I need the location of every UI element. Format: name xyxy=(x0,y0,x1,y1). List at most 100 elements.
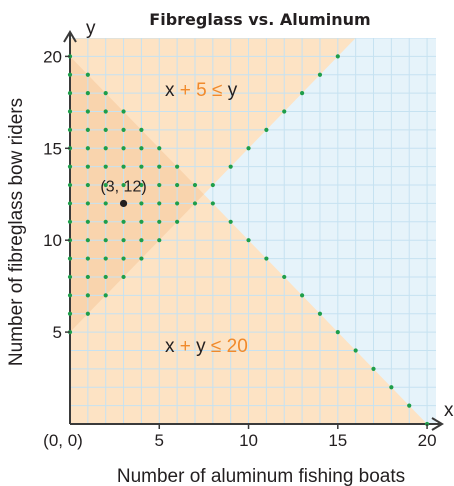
solution-point xyxy=(317,311,323,316)
highlighted-point-label: (3, 12) xyxy=(100,178,146,195)
solution-point xyxy=(317,72,323,77)
solution-point xyxy=(210,201,215,206)
solution-point xyxy=(85,109,90,114)
x-axis-label: Number of aluminum fishing boats xyxy=(117,466,405,486)
solution-point xyxy=(121,164,126,169)
solution-point xyxy=(103,238,108,243)
solution-point xyxy=(228,164,233,169)
x-tick-label: 15 xyxy=(328,431,347,450)
solution-point xyxy=(67,219,73,224)
y-axis-label: Number of fibreglass bow riders xyxy=(6,98,27,366)
inequality-label-sum: x + y ≤ 20 xyxy=(165,336,248,357)
solution-point xyxy=(67,274,73,280)
solution-point xyxy=(139,238,144,243)
solution-point xyxy=(67,91,73,96)
solution-point xyxy=(157,219,162,224)
solution-point xyxy=(407,403,412,408)
solution-point xyxy=(85,182,90,188)
solution-point xyxy=(264,127,269,133)
solution-point xyxy=(103,109,108,114)
solution-point xyxy=(139,164,144,169)
solution-point xyxy=(157,146,162,151)
solution-point xyxy=(157,238,162,243)
solution-point xyxy=(85,256,90,261)
solution-point xyxy=(103,146,108,151)
solution-point xyxy=(157,164,162,169)
solution-point xyxy=(103,182,108,188)
solution-point xyxy=(139,182,144,188)
solution-point xyxy=(175,182,180,188)
y-tick-label: 10 xyxy=(43,231,62,250)
solution-point xyxy=(85,91,90,96)
solution-point xyxy=(192,201,198,206)
solution-point xyxy=(67,109,73,114)
inequality-labels: x y (3, 12) x + 5 ≤ y x + y ≤ 20 xyxy=(86,18,454,421)
solution-point xyxy=(246,146,251,151)
solution-point xyxy=(67,256,73,261)
solution-point xyxy=(121,127,126,133)
solution-point xyxy=(121,238,126,243)
solution-point xyxy=(103,201,108,206)
x-axis-arrow xyxy=(431,417,444,431)
solution-point xyxy=(103,219,108,224)
solution-point xyxy=(67,127,73,133)
solution-point xyxy=(299,293,305,298)
solution-point xyxy=(121,146,126,151)
solution-point xyxy=(157,182,162,188)
solution-point xyxy=(85,219,90,224)
solution-point xyxy=(139,146,144,151)
solution-point xyxy=(85,311,90,316)
y-axis-letter: y xyxy=(86,18,96,39)
solution-point xyxy=(246,238,251,243)
solution-point xyxy=(157,201,162,206)
solution-point xyxy=(282,109,287,114)
solution-point xyxy=(335,329,340,335)
inequality-label-diff: x + 5 ≤ y xyxy=(165,80,238,101)
x-tick-label: 5 xyxy=(155,431,164,450)
solution-point xyxy=(139,219,144,224)
solution-point xyxy=(282,274,287,280)
y-tick-label: 15 xyxy=(43,139,62,158)
x-tick-label: 20 xyxy=(418,431,437,450)
solution-point xyxy=(103,91,108,96)
solution-point xyxy=(85,238,90,243)
chart-title: Fibreglass vs. Aluminum xyxy=(149,10,370,29)
solution-point xyxy=(175,219,180,224)
solution-point xyxy=(85,164,90,169)
solution-point xyxy=(85,293,90,298)
solution-point xyxy=(103,127,108,133)
solution-point xyxy=(103,164,108,169)
x-tick-label: 10 xyxy=(239,431,258,450)
solution-point xyxy=(67,201,73,206)
solution-point xyxy=(85,127,90,133)
solution-point xyxy=(335,54,340,59)
y-tick-label: 20 xyxy=(43,47,62,66)
solution-point xyxy=(139,201,144,206)
solution-point xyxy=(192,182,198,188)
plot-area xyxy=(63,30,444,431)
solution-point xyxy=(121,219,126,224)
solution-point xyxy=(121,182,126,188)
solution-point xyxy=(85,72,90,77)
solution-point xyxy=(103,256,108,261)
y-tick-label: 5 xyxy=(53,323,62,342)
solution-point xyxy=(139,127,144,133)
solution-point xyxy=(67,182,73,188)
solution-point xyxy=(67,311,73,316)
solution-point xyxy=(139,256,144,261)
highlighted-point xyxy=(119,199,128,208)
solution-point xyxy=(121,274,126,280)
solution-point xyxy=(103,293,108,298)
origin-label: (0, 0) xyxy=(43,431,83,450)
solution-point xyxy=(85,274,90,280)
solution-point xyxy=(389,385,394,390)
solution-point xyxy=(67,164,73,169)
tick-labels: 5 10 15 20 5 10 15 20 xyxy=(43,47,436,450)
solution-point xyxy=(175,201,180,206)
solution-point xyxy=(67,72,73,77)
solution-point xyxy=(121,109,126,114)
y-axis-arrow xyxy=(63,30,77,43)
x-axis-letter: x xyxy=(444,400,454,421)
solution-point xyxy=(210,182,215,188)
